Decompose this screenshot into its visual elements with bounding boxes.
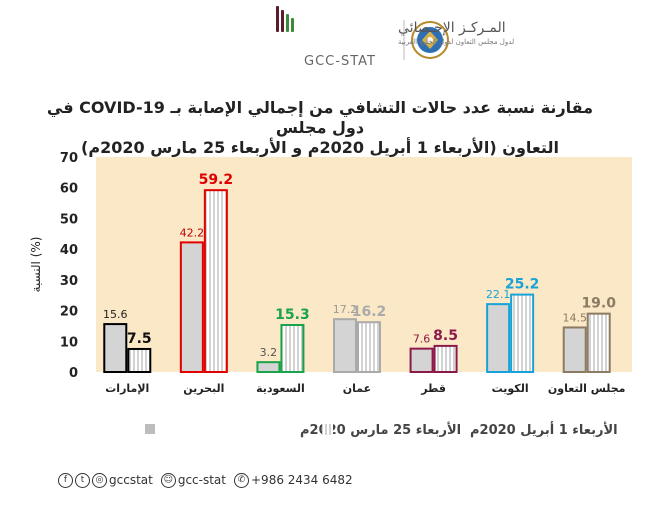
snapchat-group: ☺ gcc-stat	[160, 472, 226, 488]
bar-series-2	[280, 324, 305, 373]
x-tick-label: عمان	[343, 382, 371, 395]
bar-series-2	[203, 189, 228, 373]
y-tick-label: 20	[60, 305, 78, 320]
whatsapp-icon[interactable]: ✆	[234, 472, 249, 488]
bar-series-1	[486, 303, 511, 373]
social-icons: f t ◎ gccstat	[58, 472, 153, 488]
y-tick-label: 30	[60, 274, 78, 289]
data-label-series-1: 15.6	[103, 308, 128, 321]
org-subtitle-ar: لدول مجلس التعاون لدول الخليج العربية	[398, 38, 514, 46]
bar-series-1	[103, 323, 128, 374]
data-label-series-1: 22.1	[486, 288, 511, 301]
chart-title-line-2: التعاون (الأربعاء 1 أبريل 2020م و الأربع…	[81, 138, 559, 157]
y-tick-label: 10	[60, 335, 78, 350]
legend-swatch-series-1	[145, 424, 155, 434]
facebook-icon[interactable]: f	[58, 472, 73, 488]
data-label-series-2: 16.2	[352, 304, 387, 320]
x-tick-label: البحرين	[183, 382, 224, 395]
x-tick-label: الإمارات	[105, 382, 149, 395]
chart: 0 10 20 30 40 50 60 70 15.6 7.5 42.2 59.2 3.2 15.3 17…	[29, 151, 632, 438]
gcc-stat-logo	[276, 6, 294, 32]
y-tick-label: 40	[60, 243, 78, 258]
x-tick-label: السعودية	[256, 382, 305, 395]
y-tick-label: 60	[60, 182, 78, 197]
whatsapp-group: ✆ +986 2434 6482	[234, 472, 353, 488]
data-label-series-2: 59.2	[199, 172, 234, 188]
data-label-series-2: 7.5	[127, 331, 152, 347]
bar-series-2	[510, 293, 535, 374]
phone-number[interactable]: +986 2434 6482	[251, 473, 353, 487]
org-code: GCC-STAT	[304, 54, 376, 69]
bar-series-2	[357, 321, 381, 373]
legend-label-series-2: الأربعاء 1 أبريل 2020م	[470, 421, 618, 438]
data-label-series-2: 25.2	[505, 277, 540, 293]
data-label-series-1: 17.2	[333, 303, 358, 316]
header: المـركـز الإحـصائي لدول مجلس التعاون لدو…	[276, 6, 514, 69]
bar-series-1	[179, 241, 204, 373]
y-axis-label: النسبة (%)	[29, 237, 43, 293]
y-tick-label: 0	[69, 366, 78, 381]
y-tick-label: 50	[60, 212, 78, 227]
legend: الأربعاء 25 مارس 2020م الأربعاء 1 أبريل 2…	[145, 421, 618, 438]
instagram-icon[interactable]: ◎	[92, 472, 107, 488]
bar-series-2	[127, 347, 152, 374]
bar-series-2	[433, 344, 458, 373]
data-label-series-2: 8.5	[433, 328, 458, 344]
data-label-series-1: 3.2	[260, 346, 278, 359]
handle-gcc-stat[interactable]: gcc-stat	[177, 473, 226, 487]
twitter-icon[interactable]: t	[75, 472, 90, 488]
handle-gccstat[interactable]: gccstat	[109, 473, 153, 487]
data-label-series-1: 14.5	[562, 311, 587, 324]
x-tick-label: الكويت	[492, 382, 529, 395]
legend-label-series-1: الأربعاء 25 مارس 2020م	[300, 421, 461, 438]
bar-series-1	[333, 318, 357, 373]
bar-series-1	[562, 326, 587, 374]
bar-series-1	[409, 347, 434, 373]
legend-swatch-series-2	[322, 424, 333, 435]
x-axis: الإمارات البحرين السعودية عمان قطر الكويت مجلس…	[105, 382, 625, 395]
data-label-series-1: 7.6	[413, 333, 431, 346]
footer: f t ◎ gccstat ☺ gcc-stat ✆ +986 2434 648…	[58, 470, 361, 490]
data-label-series-2: 15.3	[275, 307, 310, 323]
x-tick-label: قطر	[420, 382, 446, 395]
chart-title: مقارنة نسبة عدد حالات التشافي من إجمالي …	[40, 98, 600, 158]
gcc-emblem-logo	[411, 21, 449, 59]
y-tick-label: 70	[60, 151, 78, 166]
bar-series-2	[586, 312, 611, 373]
org-name-ar: المـركـز الإحـصائي	[398, 20, 506, 36]
bar-series-1	[256, 361, 281, 373]
bars: 15.6 7.5 42.2 59.2 3.2 15.3 17.216.2 7.6 8.5 22.1…	[103, 172, 616, 374]
data-label-series-1: 42.2	[180, 226, 205, 239]
snapchat-icon[interactable]: ☺	[160, 472, 176, 488]
chart-title-line-1: مقارنة نسبة عدد حالات التشافي من إجمالي …	[46, 98, 594, 137]
x-tick-label: مجلس التعاون	[548, 382, 626, 395]
data-label-series-2: 19.0	[581, 296, 616, 312]
y-axis: 0 10 20 30 40 50 60 70	[60, 151, 78, 381]
